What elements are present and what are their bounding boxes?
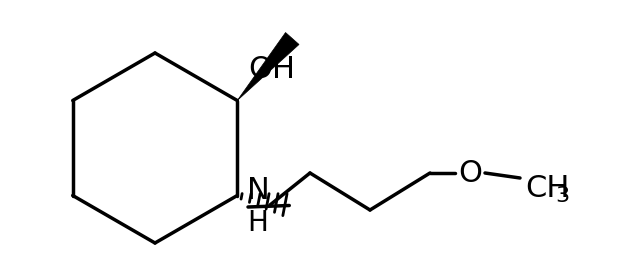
Text: CH: CH: [525, 174, 570, 202]
Text: O: O: [458, 158, 482, 188]
Polygon shape: [237, 32, 299, 101]
Text: 3: 3: [555, 186, 569, 206]
Text: H: H: [248, 209, 268, 237]
Text: OH: OH: [248, 55, 295, 84]
Text: N: N: [246, 176, 269, 205]
